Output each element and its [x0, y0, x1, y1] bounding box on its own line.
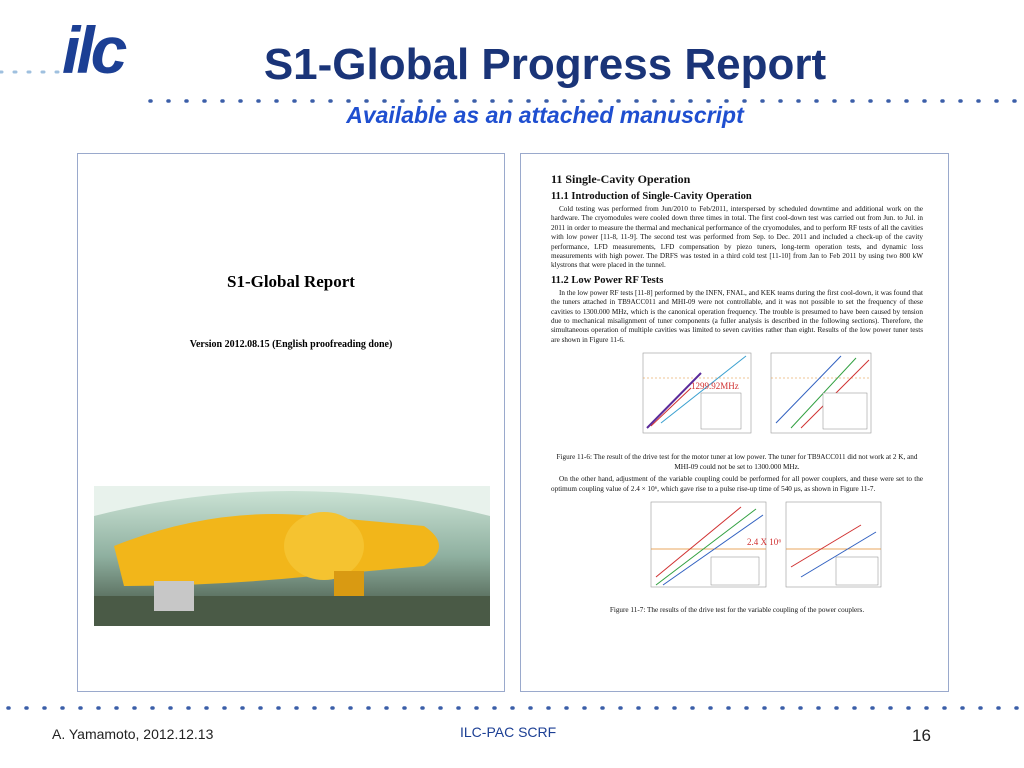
subtitle: Available as an attached manuscript — [200, 102, 890, 129]
paragraph: Cold testing was performed from Jun/2010… — [551, 205, 923, 271]
logo: ilc — [62, 12, 123, 88]
annotation: 1299.92MHz — [691, 381, 739, 391]
footer-center: ILC-PAC SCRF — [460, 724, 556, 740]
slide: ilc S1-Global Progress Report Available … — [0, 0, 1024, 768]
figure-caption: Figure 11-7: The results of the drive te… — [551, 606, 923, 615]
figure-caption: Figure 11-6: The result of the drive tes… — [551, 453, 923, 472]
photo — [94, 486, 490, 626]
paragraph: On the other hand, adjustment of the var… — [551, 475, 923, 494]
footer-author: A. Yamamoto, 2012.12.13 — [52, 726, 213, 742]
annotation: 2.4 X 10⁶ — [747, 537, 781, 547]
version: Version 2012.08.15 (English proofreading… — [78, 339, 504, 350]
section-heading: 11.2 Low Power RF Tests — [551, 275, 923, 286]
page-number: 16 — [912, 726, 931, 746]
figure-11-7: 2.4 X 10⁶ — [551, 497, 923, 601]
left-page: S1-Global Report Version 2012.08.15 (Eng… — [77, 153, 505, 692]
paragraph: In the low power RF tests [11-8] perform… — [551, 289, 923, 345]
figure-11-6: 1299.92MHz — [551, 348, 923, 448]
chapter-heading: 11 Single-Cavity Operation — [551, 172, 923, 187]
report-title: S1-Global Report — [78, 272, 504, 292]
right-page: 11 Single-Cavity Operation 11.1 Introduc… — [520, 153, 949, 692]
slide-title: S1-Global Progress Report — [200, 40, 890, 90]
section-heading: 11.1 Introduction of Single-Cavity Opera… — [551, 191, 923, 202]
